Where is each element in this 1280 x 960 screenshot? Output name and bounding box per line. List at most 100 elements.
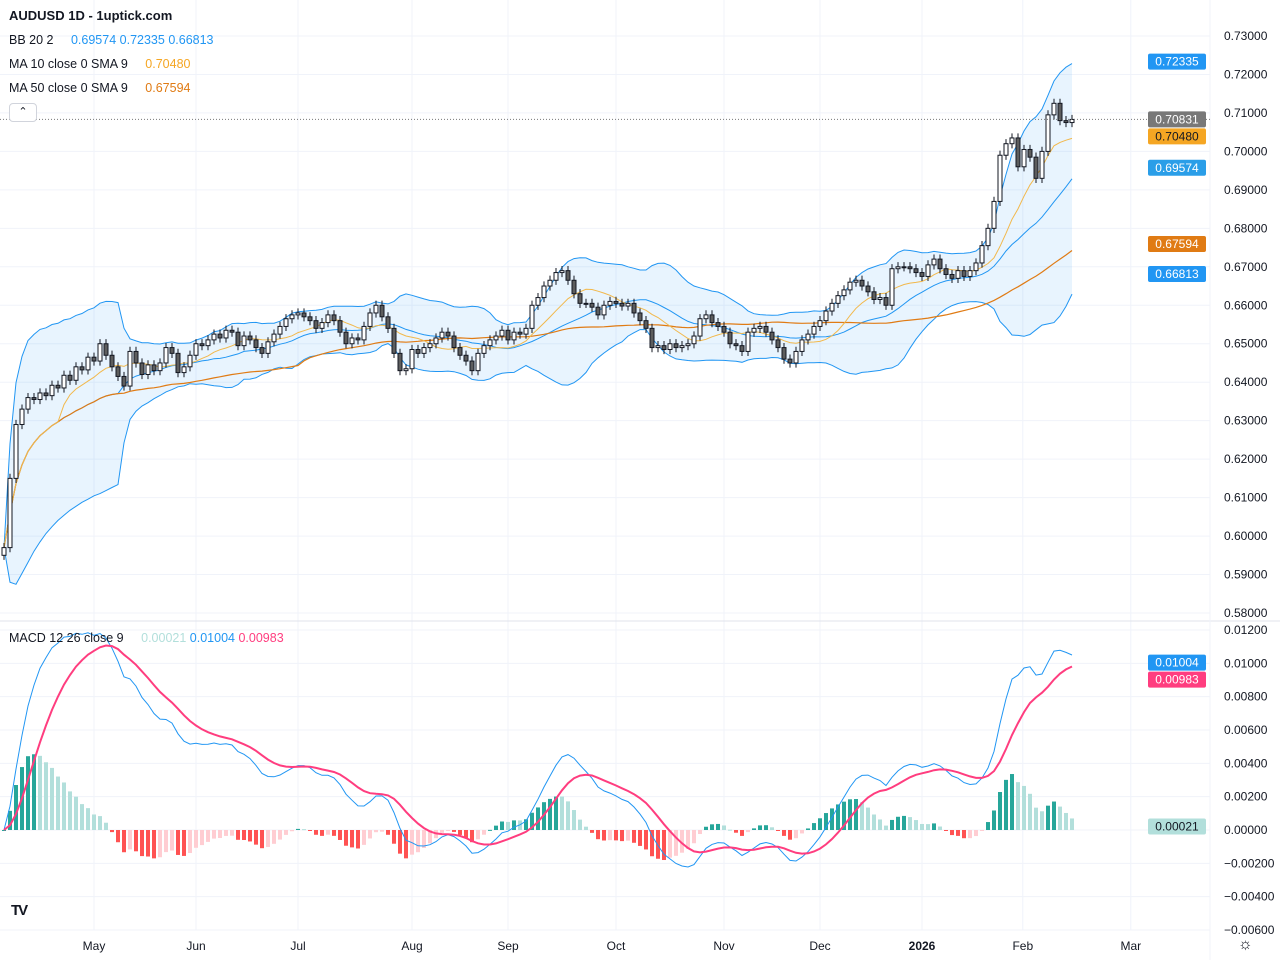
badge-bg [1148, 654, 1206, 671]
candle-body [175, 352, 181, 374]
legend-ma50[interactable]: MA 50 close 0 SMA 9 0.67594 [9, 81, 190, 95]
candle [853, 275, 859, 287]
candle [955, 266, 961, 283]
macd-histogram-bar [524, 819, 528, 830]
tradingview-logo[interactable]: TV [11, 902, 28, 919]
macd-histogram-bar [740, 830, 744, 836]
badge-value: 0.01004 [1155, 656, 1199, 670]
collapse-legend-button[interactable]: ⌃ [9, 103, 37, 122]
candle [571, 275, 577, 299]
candle-body [367, 312, 373, 327]
macd-histogram-bar [854, 799, 858, 830]
candle [925, 260, 931, 282]
macd-histogram-bar [2, 830, 6, 831]
candle [1039, 146, 1045, 183]
badge-bg [1148, 265, 1206, 282]
bb-fill [4, 63, 1072, 585]
macd-histogram-bar [86, 808, 90, 830]
candle [901, 262, 907, 272]
candle [823, 306, 829, 326]
candle-body [931, 258, 937, 266]
candle [91, 352, 97, 366]
candle-body [85, 356, 91, 371]
candle-body [667, 343, 673, 351]
candle [37, 388, 43, 405]
candle-body [943, 268, 949, 275]
candle-body [49, 384, 55, 397]
candle-body [67, 374, 73, 381]
time-tick-label: Jul [290, 939, 305, 953]
candle-body [619, 302, 625, 307]
candle-body [769, 331, 775, 341]
macd-histogram-bar [62, 782, 66, 830]
candle [361, 321, 367, 345]
candle-body [247, 335, 253, 341]
candle [121, 371, 127, 391]
macd-histogram-bar [956, 830, 960, 836]
candle-body [1033, 156, 1039, 179]
candle [349, 333, 355, 349]
candle-body [463, 354, 469, 362]
price-badge-ma50: 0.67594 [1148, 235, 1206, 252]
candle-body [967, 270, 973, 277]
candle [43, 388, 49, 401]
macd-histogram-bar [152, 830, 156, 859]
candle [817, 316, 823, 332]
badge-value: 0.67594 [1155, 237, 1199, 251]
macd-tick-label: −0.00200 [1224, 856, 1275, 870]
candle-body [433, 337, 439, 345]
signal-line [3, 644, 1073, 855]
macd-histogram-bar [248, 830, 252, 842]
price-tick-label: 0.61000 [1224, 491, 1268, 505]
candle [493, 331, 499, 345]
macd-histogram-bar [446, 830, 450, 831]
legend-macd[interactable]: MACD 12 26 close 9 0.00021 0.01004 0.009… [9, 631, 284, 645]
candle-body [217, 333, 223, 339]
candle-body [865, 285, 871, 293]
macd-histogram-bar [872, 814, 876, 830]
candle [703, 310, 709, 324]
candle [25, 392, 31, 414]
candle [85, 352, 91, 375]
candle-body [541, 285, 547, 299]
candle-body [1039, 150, 1045, 179]
candle-body [739, 345, 745, 352]
macd-histogram-bar [308, 830, 312, 831]
candle [247, 331, 253, 345]
candle-body [13, 424, 19, 479]
candle-body [775, 339, 781, 349]
candle-body [253, 339, 259, 349]
candle [871, 287, 877, 305]
candle [1045, 110, 1051, 157]
macd-histogram-bar [890, 819, 894, 830]
candle-body [205, 339, 211, 347]
candle [559, 266, 565, 278]
candle-body [325, 314, 331, 324]
candle [397, 348, 403, 376]
candle [763, 321, 769, 337]
macd-histogram-bar [692, 830, 696, 844]
candle [1033, 152, 1039, 183]
macd-histogram-bar [272, 830, 276, 844]
candle [277, 321, 283, 339]
macd-histogram-bar [188, 830, 192, 854]
candle-body [409, 349, 415, 370]
candle [583, 298, 589, 308]
candle-body [301, 312, 307, 318]
legend-bb[interactable]: BB 20 2 0.69574 0.72335 0.66813 [9, 33, 214, 47]
legend-macd-signal: 0.00983 [238, 631, 284, 645]
candle [547, 275, 553, 291]
macd-tick-label: 0.01200 [1224, 623, 1268, 637]
candle-body [343, 331, 349, 345]
gear-icon[interactable]: ☼ [1238, 936, 1253, 953]
price-tick-label: 0.72000 [1224, 67, 1268, 81]
candle [721, 321, 727, 337]
legend-ma10[interactable]: MA 10 close 0 SMA 9 0.70480 [9, 57, 190, 71]
candle [655, 341, 661, 353]
candle-body [1027, 148, 1033, 158]
candle-body [91, 356, 97, 362]
candle-body [895, 266, 901, 270]
legend-bb-label: BB 20 2 [9, 33, 54, 47]
candle-body [313, 320, 319, 329]
